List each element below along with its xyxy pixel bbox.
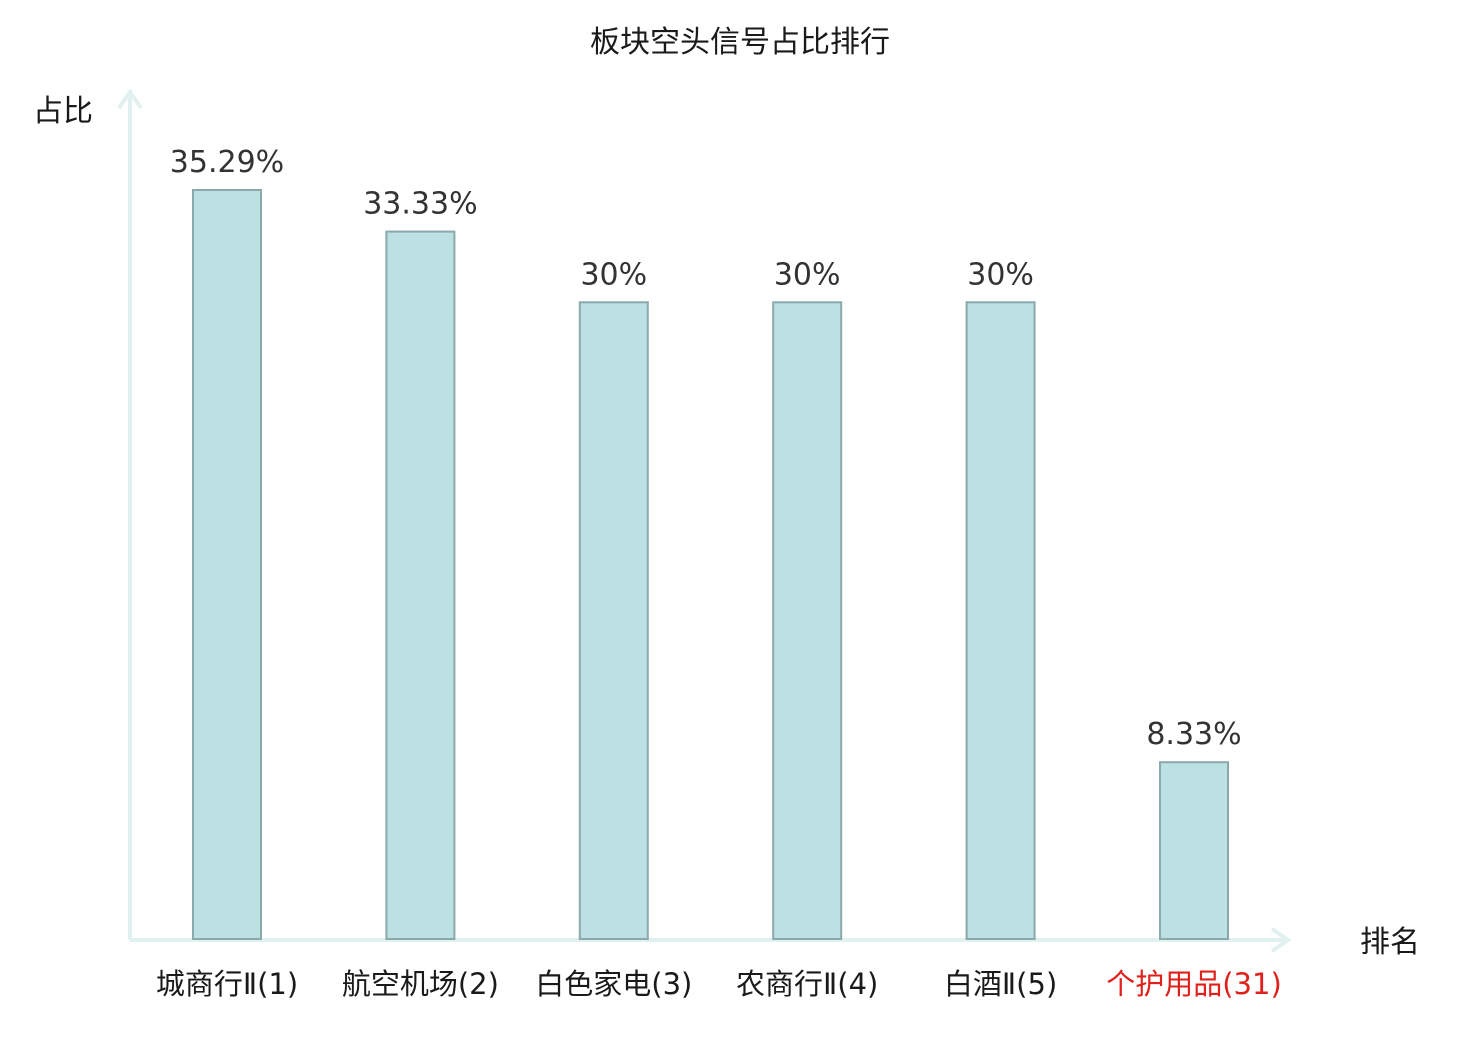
y-axis-arrow	[117, 88, 143, 110]
axes	[117, 88, 1292, 953]
category-label: 航空机场(2)	[342, 967, 499, 1001]
bar-value-label: 30%	[967, 257, 1034, 292]
category-labels: 城商行Ⅱ(1) 航空机场(2) 白色家电(3) 农商行Ⅱ(4) 白酒Ⅱ(5) 个护用品(3…	[156, 967, 1282, 1001]
bar	[385, 230, 456, 941]
category-label: 农商行Ⅱ(4)	[736, 967, 878, 1001]
bar	[965, 301, 1036, 941]
category-label-highlight: 个护用品(31)	[1106, 967, 1282, 1001]
x-axis-arrow	[1270, 927, 1292, 953]
bar	[1159, 761, 1229, 940]
bar-value-label: 30%	[580, 257, 647, 292]
x-axis-label: 排名	[1360, 925, 1420, 960]
bar-value-label: 35.29%	[170, 145, 284, 180]
category-label: 白色家电(3)	[535, 967, 692, 1001]
y-axis-label: 占比	[33, 94, 93, 129]
value-labels: 35.29% 33.33% 30% 30% 30% 8.33%	[170, 145, 1242, 752]
bar	[772, 301, 843, 941]
bar-series	[192, 189, 1229, 941]
bar-value-label: 33.33%	[363, 187, 477, 222]
chart-title: 板块空头信号占比排行	[590, 25, 890, 60]
bar	[192, 189, 262, 940]
bar	[578, 301, 649, 941]
category-label: 白酒Ⅱ(5)	[944, 967, 1057, 1001]
bar-value-label: 30%	[774, 257, 841, 292]
category-label: 城商行Ⅱ(1)	[156, 967, 298, 1001]
bar-value-label: 8.33%	[1146, 717, 1241, 752]
